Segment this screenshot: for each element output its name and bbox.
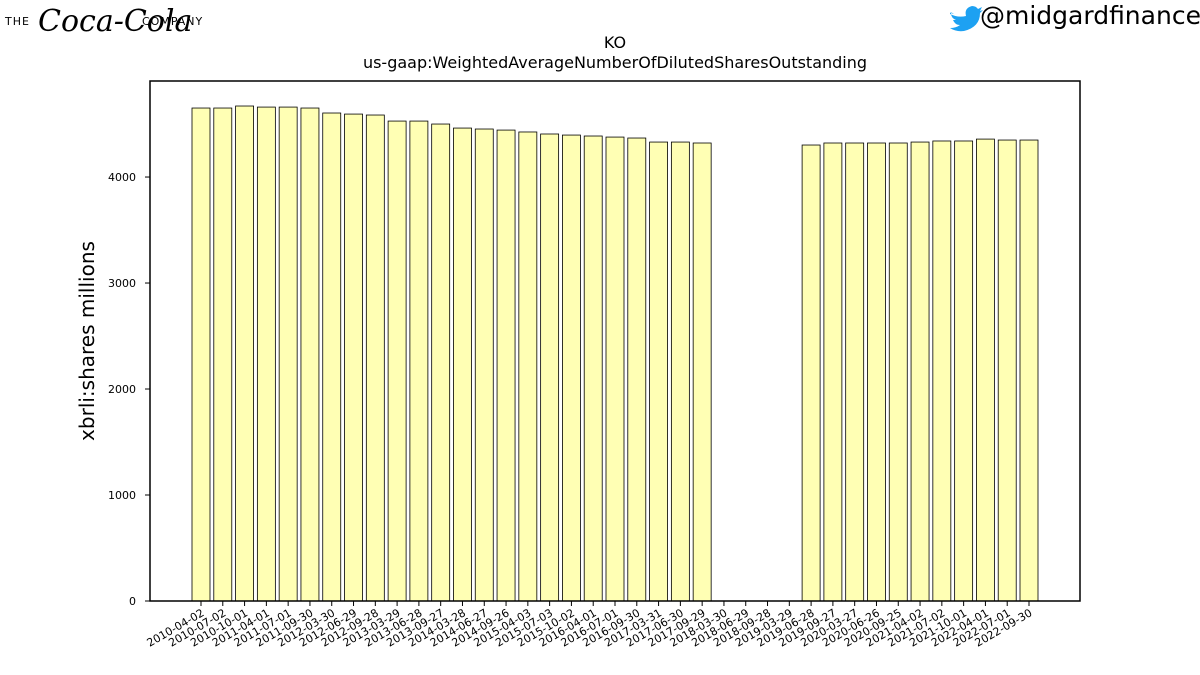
bar (278, 106, 298, 602)
logo-suffix: COMPANY (142, 15, 203, 28)
bar (235, 105, 254, 602)
y-tick-label: 4000 (108, 171, 136, 184)
bar (256, 106, 276, 602)
bar (910, 141, 930, 602)
bar (932, 140, 952, 602)
y-tick-label: 2000 (108, 383, 136, 396)
bar (409, 120, 429, 602)
y-tick-label: 1000 (108, 489, 136, 502)
bar (605, 136, 625, 602)
bar (649, 141, 668, 602)
bar (888, 142, 908, 602)
bar (387, 120, 407, 602)
logo-brand: Coca-Cola (38, 4, 192, 39)
bar (867, 142, 886, 602)
logo-prefix: THE (4, 15, 30, 28)
bar (976, 138, 995, 602)
twitter-icon (950, 6, 983, 32)
bar (845, 142, 865, 602)
y-axis-label: xbrli:shares millions (75, 241, 99, 441)
bar (518, 131, 538, 602)
bar (474, 128, 494, 602)
bar (496, 129, 516, 602)
bar (300, 107, 320, 602)
bar (801, 144, 821, 602)
bar (954, 140, 974, 602)
bar (823, 142, 843, 602)
plot-frame (149, 80, 1081, 602)
bar (191, 107, 211, 602)
handle: @midgardfinance (980, 1, 1200, 30)
bar (540, 133, 560, 602)
bar (583, 135, 603, 602)
bar (997, 139, 1017, 602)
bar (213, 107, 233, 602)
bar (322, 112, 342, 602)
bar (627, 137, 647, 602)
chart-subtitle: us-gaap:WeightedAverageNumberOfDilutedSh… (363, 53, 867, 72)
y-tick-label: 0 (129, 595, 136, 608)
bar (453, 127, 472, 602)
bar (670, 141, 690, 602)
bar (344, 113, 363, 602)
bar (365, 114, 385, 602)
chart-title: KO (604, 33, 626, 52)
bar (431, 123, 451, 602)
bar (692, 142, 712, 602)
bar (562, 134, 581, 602)
y-tick-label: 3000 (108, 277, 136, 290)
bar (1019, 139, 1039, 602)
